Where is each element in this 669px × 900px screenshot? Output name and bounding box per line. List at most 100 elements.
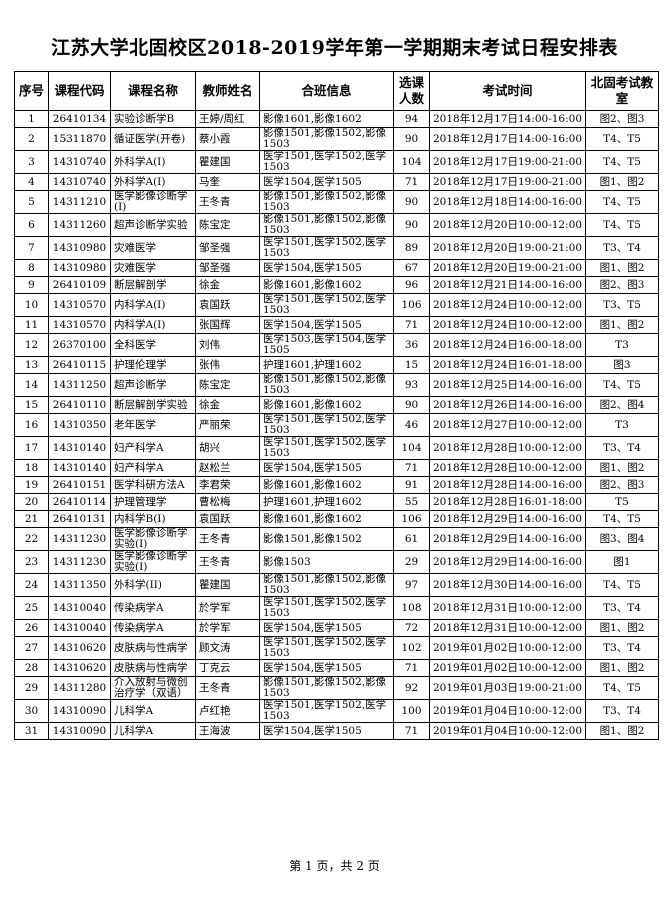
cell-room: T4、T5 — [585, 373, 659, 397]
cell-index: 28 — [14, 659, 49, 677]
cell-index: 12 — [14, 333, 49, 357]
cell-classes: 医学1504,医学1505 — [259, 659, 394, 677]
cell-course-code: 14311230 — [48, 527, 111, 551]
cell-teacher: 王冬青 — [195, 676, 260, 700]
cell-exam-time: 2018年12月18日14:00-16:00 — [429, 190, 586, 214]
cell-room: 图1、图2 — [585, 722, 659, 740]
cell-exam-time: 2018年12月24日10:00-12:00 — [429, 316, 586, 334]
cell-exam-time: 2018年12月27日10:00-12:00 — [429, 413, 586, 437]
cell-enrollment: 100 — [393, 699, 430, 723]
cell-teacher: 徐金 — [195, 396, 260, 414]
cell-teacher: 胡兴 — [195, 436, 260, 460]
cell-teacher: 王冬青 — [195, 190, 260, 214]
cell-index: 1 — [14, 110, 49, 128]
cell-teacher: 丁克云 — [195, 659, 260, 677]
cell-enrollment: 55 — [393, 493, 430, 511]
cell-teacher: 严丽荣 — [195, 413, 260, 437]
cell-course-code: 14311250 — [48, 373, 111, 397]
header-course-name: 课程名称 — [110, 71, 196, 111]
cell-course-name: 灾难医学 — [110, 236, 196, 260]
cell-teacher: 徐金 — [195, 276, 260, 294]
header-course-code: 课程代码 — [48, 71, 111, 111]
cell-enrollment: 71 — [393, 316, 430, 334]
table-row: 1 26410134 实验诊断学B 王婷/周红 影像1601,影像1602 94 2018年… — [14, 110, 659, 128]
cell-classes: 医学1504,医学1505 — [259, 619, 394, 637]
cell-enrollment: 90 — [393, 190, 430, 214]
cell-teacher: 王冬青 — [195, 527, 260, 551]
table-row: 25 14310040 传染病学A 於学军 医学1501,医学1502,医学1503 10… — [14, 596, 659, 620]
cell-enrollment: 71 — [393, 722, 430, 740]
header-classes: 合班信息 — [259, 71, 394, 111]
cell-room: 图1、图2 — [585, 619, 659, 637]
cell-room: 图3、图4 — [585, 527, 659, 551]
cell-course-code: 14311260 — [48, 213, 111, 237]
cell-room: T4、T5 — [585, 127, 659, 151]
cell-index: 31 — [14, 722, 49, 740]
cell-room: T3 — [585, 333, 659, 357]
cell-course-name: 断层解剖学 — [110, 276, 196, 294]
cell-course-name: 循证医学(开卷) — [110, 127, 196, 151]
table-row: 23 14311230 医学影像诊断学实验(I) 王冬青 影像1503 29 2018年12… — [14, 550, 659, 574]
table-row: 14 14311250 超声诊断学 陈宝定 影像1501,影像1502,影像1503 93… — [14, 373, 659, 397]
cell-course-name: 内科学A(I) — [110, 293, 196, 317]
cell-enrollment: 108 — [393, 596, 430, 620]
cell-enrollment: 61 — [393, 527, 430, 551]
cell-teacher: 邹圣强 — [195, 236, 260, 260]
cell-exam-time: 2018年12月29日14:00-16:00 — [429, 527, 586, 551]
cell-room: 图1、图2 — [585, 259, 659, 277]
table-row: 27 14310620 皮肤病与性病学 顾文涛 医学1501,医学1502,医学1503… — [14, 636, 659, 660]
cell-course-name: 医学科研方法A — [110, 476, 196, 494]
cell-course-code: 26410114 — [48, 493, 111, 511]
header-index: 序号 — [14, 71, 49, 111]
cell-exam-time: 2019年01月02日10:00-12:00 — [429, 636, 586, 660]
table-row: 24 14311350 外科学(II) 瞿建国 影像1501,影像1502,影像1503… — [14, 573, 659, 597]
cell-course-name: 内科学B(I) — [110, 510, 196, 528]
cell-room: 图1、图2 — [585, 173, 659, 191]
cell-teacher: 袁国跃 — [195, 510, 260, 528]
cell-room: T3、T4 — [585, 436, 659, 460]
cell-teacher: 刘伟 — [195, 333, 260, 357]
cell-room: T3、T5 — [585, 293, 659, 317]
cell-index: 19 — [14, 476, 49, 494]
cell-course-code: 14310040 — [48, 596, 111, 620]
cell-course-name: 介入放射与微创治疗学（双语） — [110, 676, 196, 700]
cell-course-name: 外科学A(I) — [110, 173, 196, 191]
cell-room: 图2、图3 — [585, 276, 659, 294]
table-row: 18 14310140 妇产科学A 赵松兰 医学1504,医学1505 71 2018年12… — [14, 459, 659, 477]
cell-room: T4、T5 — [585, 190, 659, 214]
cell-course-code: 14310040 — [48, 619, 111, 637]
cell-index: 6 — [14, 213, 49, 237]
cell-course-name: 灾难医学 — [110, 259, 196, 277]
cell-room: T3、T4 — [585, 236, 659, 260]
cell-exam-time: 2018年12月17日14:00-16:00 — [429, 110, 586, 128]
cell-enrollment: 104 — [393, 436, 430, 460]
cell-course-code: 14310570 — [48, 293, 111, 317]
table-row: 6 14311260 超声诊断学实验 陈宝定 影像1501,影像1502,影像1503 9… — [14, 213, 659, 237]
table-row: 31 14310090 儿科学A 王海波 医学1504,医学1505 71 2019年01月… — [14, 722, 659, 740]
cell-exam-time: 2018年12月20日10:00-12:00 — [429, 213, 586, 237]
cell-course-code: 14310090 — [48, 722, 111, 740]
header-teacher: 教师姓名 — [195, 71, 260, 111]
cell-room: 图3 — [585, 356, 659, 374]
cell-enrollment: 90 — [393, 396, 430, 414]
table-row: 5 14311210 医学影像诊断学(I) 王冬青 影像1501,影像1502,影像15… — [14, 190, 659, 214]
cell-classes: 影像1601,影像1602 — [259, 110, 394, 128]
cell-room: 图2、图3 — [585, 476, 659, 494]
cell-course-code: 14310740 — [48, 173, 111, 191]
table-row: 30 14310090 儿科学A 卢红艳 医学1501,医学1502,医学1503 100… — [14, 699, 659, 723]
cell-teacher: 於学军 — [195, 619, 260, 637]
table-row: 17 14310140 妇产科学A 胡兴 医学1501,医学1502,医学1503 104… — [14, 436, 659, 460]
cell-room: 图1、图2 — [585, 459, 659, 477]
cell-teacher: 邹圣强 — [195, 259, 260, 277]
cell-course-name: 妇产科学A — [110, 436, 196, 460]
cell-enrollment: 106 — [393, 293, 430, 317]
cell-course-code: 14310620 — [48, 636, 111, 660]
cell-course-code: 15311870 — [48, 127, 111, 151]
page-footer: 第 1 页，共 2 页 — [289, 859, 380, 873]
cell-enrollment: 97 — [393, 573, 430, 597]
table-row: 12 26370100 全科医学 刘伟 医学1503,医学1504,医学1505 36 20… — [14, 333, 659, 357]
cell-room: T4、T5 — [585, 510, 659, 528]
cell-course-name: 妇产科学A — [110, 459, 196, 477]
cell-course-code: 14310620 — [48, 659, 111, 677]
cell-enrollment: 71 — [393, 459, 430, 477]
